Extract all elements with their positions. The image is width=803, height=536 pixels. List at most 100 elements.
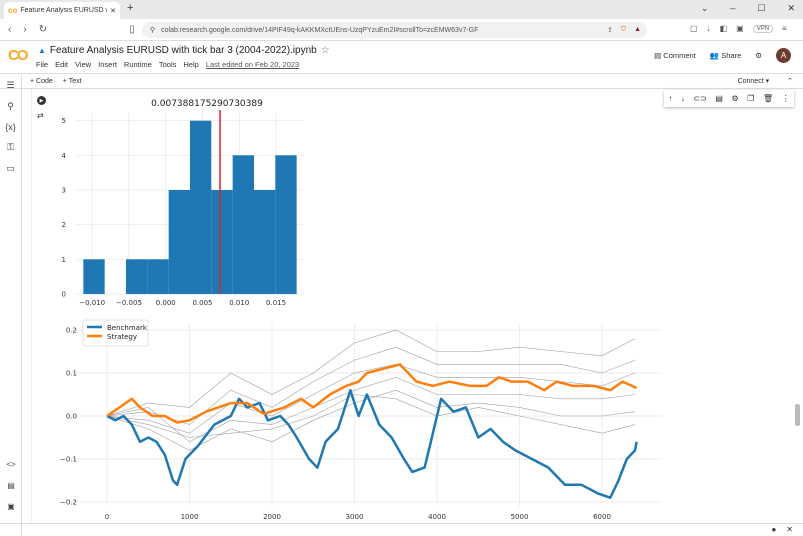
y-tick-label: 3 <box>62 187 66 195</box>
delete-cell-icon[interactable]: 🗑 <box>762 94 774 103</box>
x-tick-label: −0.005 <box>116 299 142 307</box>
left-sidebar: ☰ ⚲ {x} ⚿ ▭ <box>0 74 22 536</box>
new-tab-button[interactable]: + <box>127 2 134 14</box>
output-options-icon[interactable]: ⇄ <box>37 111 44 120</box>
x-tick-label: 4000 <box>428 513 446 521</box>
settings-icon[interactable]: ⚙ <box>755 51 762 60</box>
star-icon[interactable]: ☆ <box>320 45 330 56</box>
reload-icon[interactable]: ↻ <box>38 24 48 35</box>
histogram-title: 0.007388175290730389 <box>151 99 263 109</box>
terminal-icon[interactable]: ▣ <box>7 502 15 511</box>
status-dot-icon: ● <box>771 525 777 534</box>
avatar[interactable]: A <box>776 48 791 63</box>
connect-button[interactable]: Connect ▾ <box>737 78 770 85</box>
scrollbar[interactable] <box>795 404 800 426</box>
brave-rewards-icon[interactable]: ▲ <box>634 26 641 33</box>
move-up-icon[interactable]: ↑ <box>668 94 673 103</box>
histogram-bar <box>232 155 254 294</box>
forward-icon[interactable]: › <box>23 24 27 35</box>
menu-help[interactable]: Help <box>183 60 199 69</box>
share-page-icon[interactable]: ⇪ <box>606 27 613 34</box>
comment-button[interactable]: ▤ Comment <box>654 51 696 60</box>
menu-view[interactable]: View <box>75 60 92 69</box>
variables-icon[interactable]: {x} <box>5 122 16 132</box>
close-status-icon[interactable]: ✕ <box>786 525 793 534</box>
back-icon[interactable]: ‹ <box>8 24 12 35</box>
download-icon[interactable]: ↓ <box>706 24 711 33</box>
url-field[interactable]: ⚲ colab.research.google.com/drive/14PIF49… <box>142 22 647 38</box>
more-options-icon[interactable]: ⋮ <box>781 94 790 103</box>
menu-insert[interactable]: Insert <box>98 60 117 69</box>
y-tick-label: 2 <box>62 221 66 229</box>
code-snippets-icon[interactable]: <> <box>6 460 16 469</box>
y-tick-label: −0.2 <box>60 499 77 507</box>
x-tick-label: 0 <box>105 513 109 521</box>
close-window-icon[interactable]: ✕ <box>787 3 795 13</box>
minimize-icon[interactable]: – <box>730 3 736 13</box>
simulation-line <box>106 364 636 434</box>
notebook-title[interactable]: Feature Analysis EURUSD with tick bar 3 … <box>49 45 317 56</box>
run-cell-button[interactable]: ▶ <box>37 96 46 105</box>
legend-label: Benchmark <box>107 324 148 332</box>
comment-label: Comment <box>663 51 696 60</box>
menu-icon[interactable]: ≡ <box>782 24 787 33</box>
histogram-bar <box>190 120 212 295</box>
folder-icon[interactable]: ▭ <box>6 163 15 173</box>
simulation-line <box>106 329 636 417</box>
x-tick-label: 0.005 <box>192 299 212 307</box>
legend-label: Strategy <box>107 333 137 341</box>
y-tick-label: 0.0 <box>66 413 77 421</box>
code-cell-output <box>31 89 797 523</box>
bookmark-icon[interactable]: ▯ <box>129 24 135 35</box>
vpn-button[interactable]: VPN <box>752 24 774 33</box>
maximize-icon[interactable]: ☐ <box>757 3 766 13</box>
share-label: Share <box>721 51 742 60</box>
x-tick-label: −0.010 <box>79 299 105 307</box>
chevron-down-icon[interactable]: ⌄ <box>700 3 709 13</box>
collapse-header-icon[interactable]: ⌃ <box>787 78 793 85</box>
wallet-icon[interactable]: ▣ <box>736 24 744 33</box>
site-info-icon[interactable]: ⚲ <box>150 27 156 34</box>
menu-file[interactable]: File <box>36 60 49 69</box>
x-tick-label: 5000 <box>511 513 529 521</box>
sidebar-icon[interactable]: ◧ <box>719 24 728 33</box>
add-text-button[interactable]: + Text <box>62 77 82 85</box>
line-chart: 0 1000 2000 3000 4000 5000 6000 0.2 0.1 0.0 −0.1 −0… <box>60 319 662 521</box>
brave-shield-icon[interactable]: ⛉ <box>620 26 627 33</box>
close-tab-icon[interactable]: ✕ <box>110 7 116 15</box>
colab-favicon-icon: co <box>8 6 18 15</box>
histogram-bar <box>211 190 233 294</box>
y-tick-label: −0.1 <box>60 456 77 464</box>
simulation-line <box>106 346 636 425</box>
extensions-icon[interactable]: ▢ <box>690 24 698 33</box>
x-tick-label: 0.000 <box>156 299 176 307</box>
link-icon[interactable]: ⊂⊃ <box>693 94 707 103</box>
last-edited-link[interactable]: Last edited on Feb 20, 2023 <box>205 60 300 69</box>
menu-runtime[interactable]: Runtime <box>123 60 152 69</box>
move-down-icon[interactable]: ↓ <box>680 94 685 103</box>
histogram-bar <box>253 190 276 294</box>
search-icon[interactable]: ⚲ <box>7 101 14 111</box>
share-button[interactable]: 👥 Share <box>710 51 741 60</box>
menu-edit[interactable]: Edit <box>55 60 69 69</box>
command-palette-icon[interactable]: ▤ <box>7 481 15 490</box>
mirror-cell-icon[interactable]: ❐ <box>747 94 755 103</box>
series-line-benchmark <box>106 388 638 499</box>
y-tick-label: 4 <box>62 152 67 160</box>
cell-toolbar: ↑ ↓ ⊂⊃ ▤ ⚙ ❐ 🗑 ⋮ <box>664 90 794 107</box>
add-code-button[interactable]: + Code <box>30 77 53 85</box>
cell-settings-icon[interactable]: ⚙ <box>731 94 739 103</box>
notebook-toolbar: + Code + Text Connect ▾ ⌃ <box>0 73 803 89</box>
secrets-icon[interactable]: ⚿ <box>7 142 14 152</box>
tab-title: Feature Analysis EURUSD with t <box>20 7 107 14</box>
series-line-strategy <box>106 363 638 424</box>
comment-cell-icon[interactable]: ▤ <box>715 94 723 103</box>
simulation-line <box>106 376 636 443</box>
histogram-bar <box>275 155 297 294</box>
colab-header: CO ▲ Feature Analysis EURUSD with tick ba… <box>0 42 803 73</box>
comment-icon: ▤ <box>654 51 662 60</box>
menu-tools[interactable]: Tools <box>158 60 177 69</box>
toc-icon[interactable]: ☰ <box>6 80 15 90</box>
